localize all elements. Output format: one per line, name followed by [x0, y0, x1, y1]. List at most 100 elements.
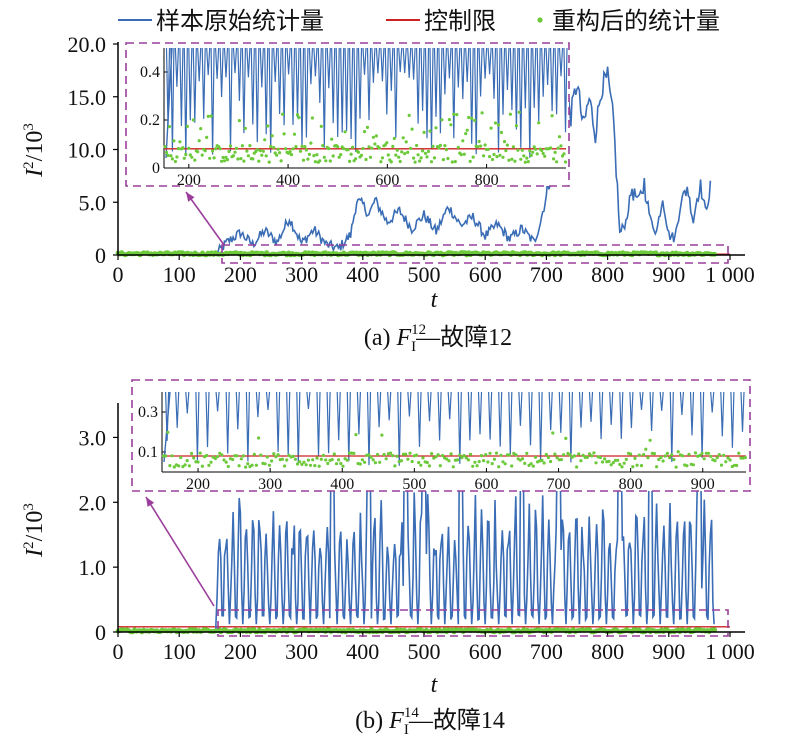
inset-reconstructed-point — [510, 464, 514, 468]
inset-reconstructed-point — [611, 461, 615, 465]
inset-reconstructed-point — [276, 147, 280, 151]
inset-reconstructed-point — [384, 457, 388, 461]
inset-reconstructed-point — [263, 138, 267, 142]
inset-reconstructed-point — [267, 160, 271, 164]
x-tick-label: 900 — [652, 262, 685, 287]
inset-reconstructed-point — [245, 149, 249, 153]
inset-reconstructed-point — [663, 454, 667, 458]
panel-a-ylabel: I2/103 — [21, 123, 48, 178]
inset-reconstructed-point — [594, 461, 598, 465]
inset-x-tick-label: 300 — [258, 476, 282, 493]
inset-reconstructed-point — [564, 436, 568, 440]
panel-b: 0 100 200 300 400 500 600 700 800 900 1 000 0 1.0 2.0… — [21, 379, 755, 738]
inset-reconstructed-point — [549, 146, 553, 150]
inset-reconstructed-point — [365, 125, 370, 129]
inset-reconstructed-point — [425, 461, 429, 465]
inset-reconstructed-point — [163, 145, 167, 149]
inset-reconstructed-point — [600, 460, 605, 464]
inset-reconstructed-point — [466, 458, 470, 462]
inset-reconstructed-point — [310, 116, 314, 120]
inset-reconstructed-point — [431, 144, 435, 148]
inset-reconstructed-point — [486, 460, 490, 464]
inset-reconstructed-point — [169, 154, 173, 158]
inset-reconstructed-point — [471, 464, 475, 468]
inset-reconstructed-point — [255, 148, 259, 152]
inset-reconstructed-point — [514, 124, 519, 128]
inset-reconstructed-point — [477, 139, 481, 144]
inset-reconstructed-point — [724, 460, 728, 464]
inset-reconstructed-point — [520, 457, 525, 461]
inset-reconstructed-point — [191, 118, 195, 122]
inset-reconstructed-point — [291, 454, 295, 458]
inset-y-tick-label: 0.3 — [138, 404, 158, 421]
inset-reconstructed-point — [456, 145, 460, 149]
inset-reconstructed-point — [361, 146, 365, 151]
inset-reconstructed-point — [693, 451, 698, 455]
inset-reconstructed-point — [504, 149, 508, 153]
x-tick-label: 700 — [530, 639, 563, 664]
inset-reconstructed-point — [719, 463, 724, 467]
inset-reconstructed-point — [462, 454, 466, 458]
inset-reconstructed-point — [494, 451, 499, 455]
inset-reconstructed-point — [178, 140, 182, 144]
inset-reconstructed-point — [184, 152, 188, 157]
inset-reconstructed-point — [483, 143, 487, 147]
inset-x-tick-label: 900 — [691, 476, 715, 493]
inset-reconstructed-point — [252, 452, 256, 456]
inset-reconstructed-point — [261, 149, 265, 153]
inset-reconstructed-point — [284, 147, 288, 151]
inset-reconstructed-point — [434, 126, 438, 130]
x-tick-label: 300 — [285, 262, 318, 287]
inset-reconstructed-point — [482, 459, 486, 463]
inset-reconstructed-point — [499, 453, 503, 457]
x-tick-label: 200 — [224, 639, 257, 664]
inset-reconstructed-point — [409, 146, 413, 150]
inset-reconstructed-point — [422, 130, 426, 134]
x-tick-label: 100 — [163, 639, 196, 664]
inset-reconstructed-point — [364, 157, 368, 162]
inset-reconstructed-point — [445, 457, 449, 461]
inset-reconstructed-point — [648, 438, 652, 442]
panel-b-ylabel: I2/103 — [21, 503, 48, 558]
inset-reconstructed-point — [549, 459, 553, 464]
inset-reconstructed-point — [332, 452, 336, 456]
inset-reconstructed-point — [475, 464, 479, 468]
inset-reconstructed-point — [670, 453, 674, 457]
inset-reconstructed-point — [394, 153, 398, 157]
inset-reconstructed-point — [373, 461, 377, 465]
inset-reconstructed-point — [278, 151, 282, 155]
y-tick-label: 2.0 — [79, 490, 107, 515]
inset-reconstructed-point — [373, 142, 377, 146]
inset-reconstructed-point — [559, 144, 563, 148]
inset-reconstructed-point — [551, 431, 555, 435]
inset-reconstructed-point — [376, 452, 380, 457]
inset-reconstructed-point — [177, 464, 181, 468]
inset-reconstructed-point — [503, 462, 507, 466]
inset-reconstructed-point — [635, 463, 639, 467]
inset-reconstructed-point — [674, 465, 678, 469]
inset-reconstructed-point — [633, 456, 637, 460]
panel-a-axes: 0 100 200 300 400 500 600 700 800 900 1 000 0 5.0 10.… — [68, 32, 755, 287]
inset-reconstructed-point — [639, 464, 644, 468]
inset-reconstructed-point — [348, 159, 352, 163]
inset-reconstructed-point — [207, 463, 211, 467]
inset-reconstructed-point — [181, 146, 185, 150]
inset-reconstructed-point — [279, 159, 283, 163]
inset-reconstructed-point — [197, 139, 201, 143]
inset-reconstructed-point — [193, 158, 197, 162]
inset-y-tick-label: 0 — [152, 160, 160, 177]
inset-reconstructed-point — [170, 157, 174, 161]
inset-reconstructed-point — [447, 459, 451, 463]
inset-reconstructed-point — [200, 464, 204, 468]
inset-reconstructed-point — [337, 155, 341, 159]
inset-reconstructed-point — [728, 458, 732, 462]
inset-reconstructed-point — [196, 460, 200, 464]
inset-reconstructed-point — [187, 146, 191, 150]
inset-reconstructed-point — [260, 153, 264, 157]
inset-reconstructed-point — [480, 111, 484, 115]
inset-reconstructed-point — [415, 143, 419, 148]
inset-reconstructed-point — [354, 433, 358, 437]
inset-reconstructed-point — [289, 153, 294, 157]
inset-y-tick-label: 0.4 — [140, 64, 160, 81]
inset-reconstructed-point — [319, 124, 323, 128]
